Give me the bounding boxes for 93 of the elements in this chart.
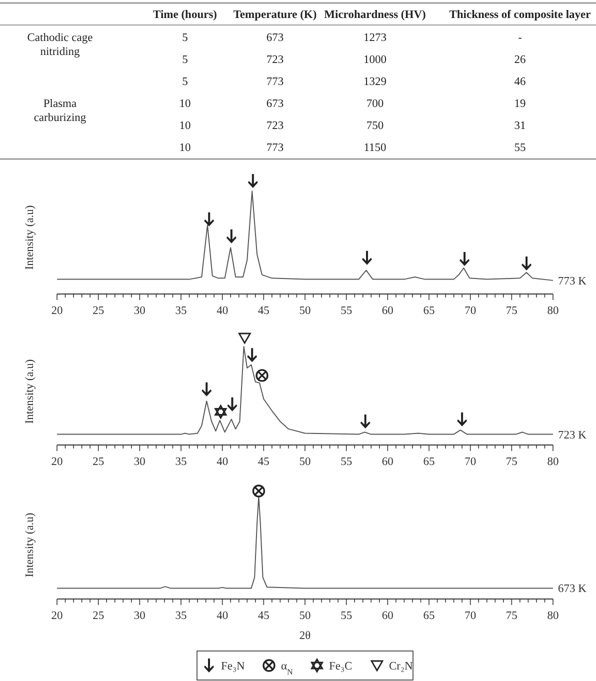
text: 723 (266, 54, 284, 66)
x-tick-label: 55 (340, 456, 352, 468)
x-tick-label: 35 (175, 456, 187, 468)
x-tick-label: 35 (175, 610, 187, 622)
point (247, 348, 258, 362)
legend-label: Fe₃N (221, 660, 246, 672)
x-tick-label: 65 (423, 456, 435, 468)
text: 10 (179, 98, 191, 110)
y-axis-title: Intensity (a.u) (24, 205, 36, 270)
x-tick-label: 70 (464, 610, 476, 622)
text: 1000 (364, 54, 387, 66)
y-axis-title: Intensity (a.u) (24, 512, 36, 578)
x-tick-label: 20 (51, 305, 63, 317)
category-label: Thickness of composite layer (449, 9, 591, 21)
text: 1150 (364, 142, 387, 154)
text: 10 (179, 120, 191, 132)
point (248, 174, 258, 188)
x-tick-label: 75 (506, 610, 518, 622)
text: 1273 (364, 32, 387, 44)
x-tick-label: 25 (92, 305, 104, 317)
point (227, 397, 238, 412)
point (204, 212, 214, 226)
text: 750 (366, 120, 384, 132)
x-tick-label: 65 (423, 610, 435, 622)
text: 5 (182, 76, 188, 88)
text: 1329 (364, 76, 387, 88)
x-tick-label: 70 (464, 456, 476, 468)
x-tick-label: 75 (506, 456, 518, 468)
text: Plasma carburizing (34, 98, 86, 124)
point (522, 256, 532, 270)
y-axis-title: Intensity (a.u) (24, 359, 36, 424)
point (202, 382, 212, 396)
text: 55 (514, 142, 526, 154)
text: 723 (266, 120, 284, 132)
x-tick-label: 40 (216, 456, 228, 468)
text: 31 (514, 120, 526, 132)
x-axis-title: 2θ (299, 630, 312, 642)
legend-label: Cr₂N (389, 660, 414, 672)
text: 673 (266, 32, 284, 44)
x-tick-label: 70 (464, 305, 476, 317)
x-tick-label: 55 (340, 610, 352, 622)
x-tick-label: 65 (423, 305, 435, 317)
point (360, 414, 370, 428)
category-label: Microhardness (HV) (324, 9, 426, 21)
x-tick-label: 50 (299, 456, 311, 468)
text: 723 K (558, 429, 588, 442)
text: 773 K (558, 275, 588, 288)
point (457, 412, 468, 426)
text: 673 (266, 98, 284, 110)
text: 773 (266, 142, 284, 154)
point (460, 252, 470, 266)
x-tick-label: 30 (134, 456, 146, 468)
text: 19 (514, 98, 526, 110)
x-tick-label: 80 (547, 456, 559, 468)
x-tick-label: 75 (506, 305, 518, 317)
text: 26 (514, 54, 526, 66)
text: - (518, 32, 522, 44)
x-tick-label: 35 (175, 305, 187, 317)
text: 46 (514, 76, 526, 88)
x-tick-label: 25 (92, 456, 104, 468)
text: 10 (179, 142, 191, 154)
x-tick-label: 80 (547, 305, 559, 317)
x-tick-label: 55 (340, 305, 352, 317)
x-tick-label: 30 (134, 305, 146, 317)
x-tick-label: 60 (382, 305, 394, 317)
x-tick-label: 80 (547, 610, 559, 622)
text: 700 (366, 98, 384, 110)
x-tick-label: 45 (258, 305, 270, 317)
x-tick-label: 60 (382, 610, 394, 622)
x-tick-label: 40 (216, 305, 228, 317)
text: 773 (266, 76, 284, 88)
point (238, 332, 251, 344)
x-tick-label: 45 (258, 610, 270, 622)
x-tick-label: 20 (51, 456, 63, 468)
text: Cathodic cage nitriding (27, 32, 93, 58)
x-tick-label: 50 (299, 305, 311, 317)
x-tick-label: 60 (382, 456, 394, 468)
legend-label: α$_{N}$ (281, 660, 294, 676)
text: 673 K (558, 583, 588, 596)
x-tick-label: 50 (299, 610, 311, 622)
x-tick-label: 20 (51, 610, 63, 622)
point (214, 405, 227, 419)
text: 5 (182, 54, 188, 66)
category-label: Temperature (K) (233, 9, 317, 21)
x-tick-label: 25 (92, 610, 104, 622)
point (226, 229, 236, 244)
x-tick-label: 30 (134, 610, 146, 622)
x-tick-label: 45 (258, 456, 270, 468)
point (256, 369, 268, 382)
legend-label: Fe₃C (329, 660, 353, 672)
x-tick-label: 40 (216, 610, 228, 622)
category-label: Time (hours) (153, 9, 218, 21)
text: 5 (182, 32, 188, 44)
